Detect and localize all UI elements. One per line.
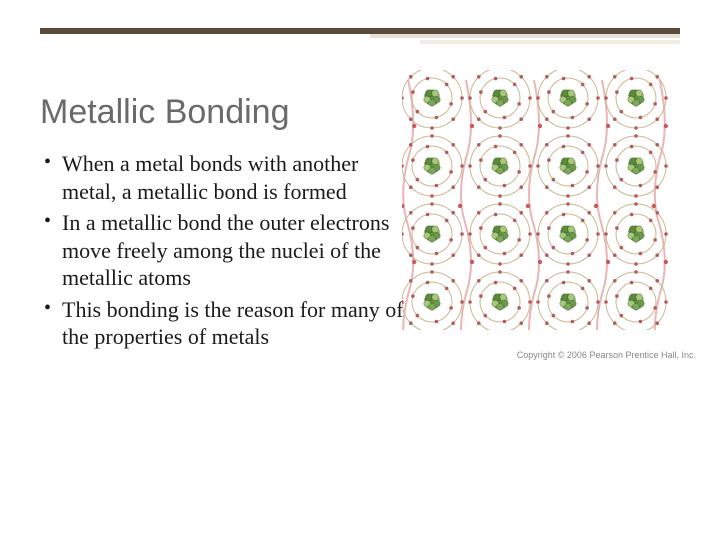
slide: Metallic Bonding When a metal bonds with… bbox=[0, 0, 720, 540]
bullet-list: When a metal bonds with another metal, a… bbox=[40, 150, 410, 351]
bullet-item: When a metal bonds with another metal, a… bbox=[40, 150, 410, 205]
metallic-bonding-figure: Copyright © 2006 Pearson Prentice Hall, … bbox=[402, 70, 702, 360]
body-text: When a metal bonds with another metal, a… bbox=[40, 150, 410, 355]
bullet-item: This bonding is the reason for many of t… bbox=[40, 296, 410, 351]
decorative-rule bbox=[40, 28, 680, 42]
bullet-item: In a metallic bond the outer electrons m… bbox=[40, 209, 410, 292]
figure-copyright: Copyright © 2006 Pearson Prentice Hall, … bbox=[517, 350, 696, 360]
rule-bar-light bbox=[370, 34, 680, 38]
atom-grid-svg bbox=[402, 70, 702, 330]
slide-title: Metallic Bonding bbox=[40, 93, 289, 132]
rule-bar-light2 bbox=[420, 40, 680, 44]
